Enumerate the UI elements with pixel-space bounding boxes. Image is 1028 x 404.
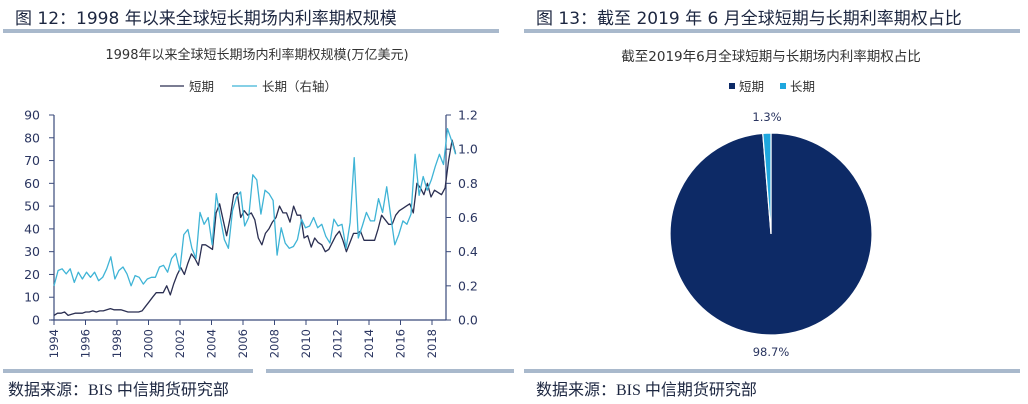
pie-label-short: 98.7% <box>753 345 790 359</box>
x-tick-label: 2014 <box>362 329 376 358</box>
legend-label-short: 短期 <box>739 79 764 94</box>
y-tick-label: 0 <box>32 313 40 328</box>
legend-label-long: 长期（右轴） <box>262 79 337 94</box>
chart-legend: 短期 长期 <box>729 79 815 94</box>
legend-swatch-long <box>780 83 786 89</box>
x-tick-label: 1998 <box>110 329 124 358</box>
chart-legend: 短期 长期（右轴） <box>160 79 337 94</box>
y2-tick-label: 0.8 <box>458 176 478 191</box>
y-tick-label: 10 <box>24 290 40 305</box>
y2-tick-label: 0.6 <box>458 210 478 225</box>
figure-13-panel: 图 13：截至 2019 年 6 月全球短期与长期利率期权占比 截至2019年6… <box>514 0 1028 404</box>
x-tick-label: 2006 <box>236 329 250 358</box>
title-divider <box>524 29 1020 33</box>
source-divider <box>266 369 514 373</box>
y-tick-label: 30 <box>24 244 40 259</box>
x-tick-label: 2002 <box>173 329 187 358</box>
chart-axes: 0 10 20 30 40 50 60 70 80 90 0.0 0.2 0.4 0.6 0.8 1.0 1.2… <box>24 108 478 359</box>
y2-tick-label: 1.0 <box>458 142 478 157</box>
y2-tick-label: 0.2 <box>458 278 478 293</box>
chart-title: 截至2019年6月全球短期与长期场内利率期权占比 <box>621 48 920 65</box>
y-tick-label: 80 <box>24 130 40 145</box>
figure-12-panel: 图 12：1998 年以来全球短长期场内利率期权规模 1998年以来全球短长期场… <box>3 9 514 399</box>
series-line-long <box>53 128 457 287</box>
x-tick-label: 2018 <box>425 329 439 358</box>
pie-slice-long <box>762 132 772 235</box>
x-tick-label: 2010 <box>299 329 313 358</box>
y-tick-label: 40 <box>24 221 40 236</box>
pie-slices: 1.3% 98.7% <box>669 110 873 359</box>
legend-swatch-short <box>729 83 735 89</box>
y2-tick-label: 0.0 <box>458 313 478 328</box>
x-tick-label: 2000 <box>142 329 156 358</box>
chart-title: 1998年以来全球短长期场内利率期权规模(万亿美元) <box>105 48 409 63</box>
x-tick-label: 2016 <box>394 329 408 358</box>
title-divider <box>3 29 499 33</box>
line-chart: 短期 长期（右轴） 0 10 20 30 40 50 60 70 80 90 0.0 0.2 0.4 0.… <box>24 79 478 359</box>
chart-series <box>53 128 457 317</box>
x-tick-label: 2004 <box>205 329 219 358</box>
y-tick-label: 60 <box>24 176 40 191</box>
y2-tick-label: 0.4 <box>458 244 478 259</box>
y-tick-label: 90 <box>24 108 40 123</box>
figure-title: 图 12：1998 年以来全球短长期场内利率期权规模 <box>15 9 397 29</box>
legend-label-short: 短期 <box>189 79 214 94</box>
source-divider <box>524 369 1020 373</box>
y2-tick-label: 1.2 <box>458 108 478 123</box>
source-note: 数据来源：BIS 中信期货研究部 <box>536 382 757 399</box>
x-tick-label: 2008 <box>268 329 282 358</box>
source-note: 数据来源：BIS 中信期货研究部 <box>8 382 229 399</box>
source-divider <box>3 369 253 373</box>
x-tick-label: 1994 <box>47 329 61 358</box>
figure-title: 图 13：截至 2019 年 6 月全球短期与长期利率期权占比 <box>536 9 962 29</box>
pie-label-long: 1.3% <box>752 110 781 124</box>
pie-chart: 截至2019年6月全球短期与长期场内利率期权占比 短期 长期 1.3% 98.7% <box>621 48 920 359</box>
x-tick-label: 1996 <box>79 329 93 358</box>
series-line-short <box>53 139 457 317</box>
y-tick-label: 70 <box>24 153 40 168</box>
y-tick-label: 20 <box>24 267 40 282</box>
y-tick-label: 50 <box>24 199 40 214</box>
legend-label-long: 长期 <box>790 79 815 94</box>
x-tick-label: 2012 <box>331 329 345 358</box>
